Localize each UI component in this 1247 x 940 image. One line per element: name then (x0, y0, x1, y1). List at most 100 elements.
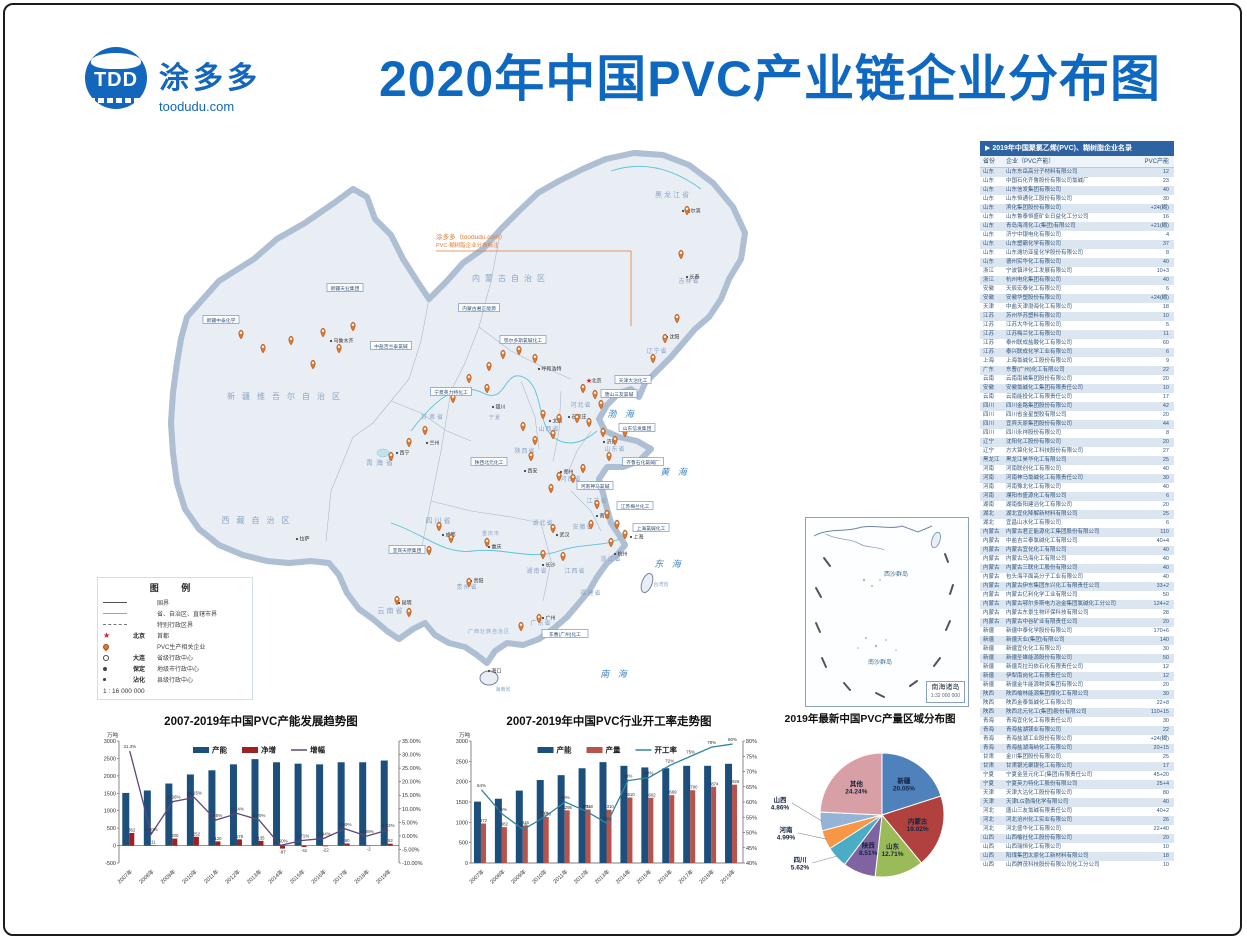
svg-text:2009年: 2009年 (159, 867, 178, 885)
svg-text:1500: 1500 (456, 800, 468, 806)
company-pin-icon (662, 333, 668, 344)
company-box-label: 山东信发集团 (623, 425, 652, 432)
company-box-label: 新疆中泰化学 (207, 317, 236, 324)
cell-province: 云南 (983, 376, 995, 382)
cell-company: 甘肃银光聚银化工有限公司 (1006, 763, 1073, 769)
company-pin-icon (678, 249, 684, 260)
svg-text:2010年: 2010年 (530, 867, 549, 885)
svg-text:4.99%: 4.99% (777, 835, 796, 842)
cell-company: 内蒙古宜化化工有限公司 (1006, 547, 1067, 553)
cell-company: 上海氯碱化工股份有限公司 (1006, 358, 1073, 364)
svg-text:64%: 64% (477, 783, 486, 788)
cell-province: 新疆 (983, 673, 995, 679)
cell-company: 中盐天津渤海化工有限公司 (1006, 304, 1073, 310)
company-box (499, 335, 547, 344)
svg-text:2013年: 2013年 (593, 867, 612, 885)
svg-text:1790: 1790 (688, 785, 698, 790)
cell-province: 山东 (983, 259, 995, 265)
table-row: 湖南 湖南衡阳建滔化工有限公司 20 (980, 501, 1174, 510)
cell-capacity: 6 (1165, 349, 1169, 355)
table-row: 江苏 苏州华苏塑料有限公司 10 (980, 312, 1174, 321)
company-pin-icon (288, 335, 294, 346)
legend-sample: 沾化 (133, 678, 146, 684)
table-row: 湖北 宜昌山水化工有限公司 6 (980, 519, 1174, 528)
map-legend: 图 例 国界 省、自治区、直辖市界 特别行政区界 ★ 北京 首都 PVC生产相关企业 大连 省级… (97, 577, 253, 700)
svg-text:916: 916 (522, 820, 530, 825)
svg-text:15.00%: 15.00% (402, 793, 421, 799)
svg-text:2011年: 2011年 (551, 867, 570, 885)
province-label: 四川省 (426, 516, 453, 525)
bar-产能 (536, 780, 544, 863)
cell-company: 金川集团股份有限公司 (1006, 754, 1062, 760)
table-row: 安徽 天辰宏泰化工有限公司 6 (980, 285, 1174, 294)
cell-province: 辽宁 (983, 448, 995, 454)
company-pin-icon (350, 321, 356, 332)
company-pins (238, 205, 690, 632)
table-row: 辽宁 方大锦化化工科技股份有限公司 27 (980, 447, 1174, 456)
company-box-label: 天津大沽化工 (619, 377, 648, 384)
svg-text:1310: 1310 (604, 804, 614, 809)
legend-symbol-icon (103, 624, 127, 625)
table-row: 山东 山东鲁泰恒盛矿业日益化工分公司 16 (980, 213, 1174, 222)
qinghai-lake (376, 448, 390, 458)
svg-text:-41: -41 (301, 848, 308, 853)
svg-text:山东: 山东 (886, 842, 900, 851)
bar-产能 (380, 760, 388, 846)
city-label: 西安 (528, 468, 538, 475)
svg-text:55%: 55% (540, 810, 549, 815)
cell-capacity: 40 (1162, 277, 1169, 283)
svg-text:1926: 1926 (730, 779, 740, 784)
cell-capacity: +24(糊) (1150, 205, 1170, 211)
svg-text:80%: 80% (746, 739, 757, 745)
svg-text:西沙群岛: 西沙群岛 (884, 570, 908, 578)
city-label: 拉萨 (300, 536, 310, 543)
province-label: 陕西省 (514, 447, 535, 455)
legend-symbol-icon (103, 666, 107, 671)
cell-company: 沈阳化工股份有限公司 (1006, 439, 1062, 445)
cell-capacity: 40 (1162, 466, 1169, 472)
table-row: 四川 四川永祥股份有限公司 8 (980, 429, 1174, 438)
cell-province: 山东 (983, 205, 995, 211)
company-box (202, 315, 240, 324)
svg-text:1130: 1130 (542, 812, 552, 817)
cell-province: 江苏 (983, 322, 995, 328)
cell-province: 内蒙古 (983, 529, 1000, 535)
table-row: 山东 济宁中银电化有限公司 4 (980, 231, 1174, 240)
table-rows: 山东 山东东岳高分子材料有限公司 12 山东 中国石化齐鲁股份有限公司氯碱厂 23 山东 山东… (980, 168, 1174, 870)
cell-company: 山西腾茂科技股份有限公司化工分公司 (1006, 862, 1100, 868)
cell-capacity: 18 (1162, 853, 1169, 859)
company-box-label: 齐鲁石化氯碱厂 (626, 459, 660, 466)
svg-text:14.15%: 14.15% (187, 791, 202, 796)
bar-产能 (122, 792, 130, 846)
cell-province: 山西 (983, 844, 995, 850)
city-dot-icon (537, 367, 541, 371)
cell-capacity: 17 (1162, 763, 1169, 769)
cell-province: 天津 (983, 799, 995, 805)
cell-company: 包头海平面高分子工业有限公司 (1006, 574, 1084, 580)
svg-text:2013年: 2013年 (245, 867, 264, 885)
svg-text:2019年: 2019年 (718, 867, 737, 885)
table-row: 江苏 泰州联成盐酸化工有限公司 60 (980, 339, 1174, 348)
sea-label: 东 海 (654, 559, 684, 569)
sea-labels: 渤 海黄 海东 海南 海 (600, 409, 687, 679)
city-dot-icon (555, 533, 559, 537)
cell-province: 上海 (983, 358, 995, 364)
cell-capacity: 30 (1162, 196, 1169, 202)
cell-company: 四川金路集团股份有限公司 (1006, 403, 1073, 409)
sea-label: 南 海 (600, 669, 630, 679)
table-row: 山东 山东潍坊亚星化学股份有限公司 8 (980, 249, 1174, 258)
brand-name: 涂多多 (159, 62, 261, 95)
bar-净增 (323, 845, 329, 847)
svg-text:1874: 1874 (709, 781, 719, 786)
company-pin-icon (238, 329, 244, 340)
company-pin-icon (516, 345, 522, 356)
company-box-label: 东曹(广州)化工 (549, 631, 581, 638)
cell-company: 新疆中泰化学股份有限公司 (1006, 628, 1073, 634)
cell-capacity: 40 (1162, 799, 1169, 805)
cell-company: 阳煤集团太原化工新材料有限公司 (1006, 853, 1089, 859)
cell-company: 杭州电化集团有限公司 (1006, 277, 1062, 283)
svg-text:-5.00%: -5.00% (402, 847, 420, 853)
cell-company: 山东信发集团有限公司 (1006, 187, 1062, 193)
svg-text:5.00%: 5.00% (402, 820, 418, 826)
